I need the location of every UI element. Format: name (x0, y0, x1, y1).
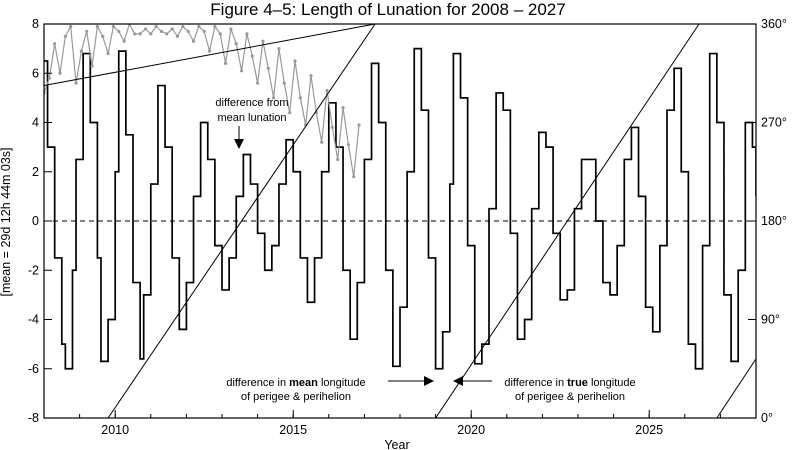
plot-content (44, 24, 756, 418)
true-longitude-point (181, 24, 185, 29)
annotation-mean-lunation-line2: mean lunation (217, 112, 286, 124)
series-mean-longitude-segment (107, 24, 376, 418)
true-longitude-point (74, 81, 78, 85)
true-longitude-point (223, 61, 228, 65)
y-tick-label: 4 (32, 116, 39, 130)
true-longitude-point (101, 34, 105, 38)
true-longitude-point (186, 29, 190, 33)
true-longitude-point (277, 47, 281, 51)
true-longitude-point (320, 140, 324, 144)
true-longitude-point (325, 88, 329, 93)
y-tick-label: 6 (32, 66, 39, 80)
x-tick-label: 2020 (457, 423, 485, 437)
true-longitude-point (357, 123, 361, 127)
true-longitude-point (122, 39, 126, 43)
y2-tick-label: 180° (761, 214, 787, 228)
true-longitude-point (175, 34, 180, 38)
true-longitude-point (336, 157, 340, 162)
true-longitude-point (266, 66, 270, 70)
true-longitude-point (106, 51, 110, 56)
true-longitude-point (191, 39, 196, 43)
annotation-true-longitude-line2: of perigee & perihelion (515, 391, 625, 403)
true-longitude-point (245, 32, 249, 36)
true-longitude-point (58, 71, 62, 75)
true-longitude-point (229, 27, 233, 31)
true-longitude-point (341, 106, 345, 110)
y-axis-ticks: -8 -6 -4 -2 0 2 4 6 8 (28, 17, 52, 425)
series-mean-longitude-segment (435, 24, 700, 418)
true-longitude-point (111, 24, 116, 29)
true-longitude-point (261, 39, 265, 43)
true-longitude-point (272, 96, 276, 100)
true-longitude-point (250, 54, 254, 58)
true-longitude-point (79, 49, 83, 53)
true-longitude-point (90, 64, 94, 68)
annotation-mean-longitude-line1: difference in mean longitude (226, 377, 365, 389)
true-longitude-point (288, 111, 292, 115)
true-longitude-point (165, 32, 169, 36)
true-longitude-point (256, 81, 260, 85)
y-axis-label: [mean = 29d 12h 44m 03s] (0, 147, 13, 296)
annotation-true-longitude-line1: difference in true longitude (504, 377, 635, 389)
y-tick-label: 0 (32, 214, 39, 228)
true-longitude-point (85, 29, 89, 33)
y2-tick-label: 0° (761, 411, 773, 425)
y-tick-label: -2 (28, 263, 39, 277)
y2-tick-label: 90° (761, 313, 780, 327)
y-tick-label: -6 (28, 362, 39, 376)
series-mean-longitude-segment (716, 358, 756, 418)
true-longitude-point (47, 76, 51, 80)
true-longitude-point (133, 32, 137, 36)
true-longitude-point (170, 27, 174, 31)
true-longitude-point (346, 143, 350, 147)
series-mean-longitude (44, 24, 376, 87)
y-tick-label: -8 (28, 411, 39, 425)
true-longitude-point (143, 27, 148, 31)
series-true-longitude (44, 24, 360, 177)
annotation-arrow-head (234, 139, 244, 149)
true-longitude-point (69, 24, 73, 29)
true-longitude-point (239, 69, 244, 73)
true-longitude-point (138, 32, 142, 36)
y2-tick-label: 270° (761, 116, 787, 130)
x-tick-label: 2025 (635, 423, 663, 437)
true-longitude-point (298, 96, 302, 100)
true-longitude-point (309, 74, 313, 78)
true-longitude-point (218, 32, 222, 36)
y-tick-label: 2 (32, 165, 39, 179)
x-axis-ticks: 2010 2015 2020 2025 (43, 410, 757, 437)
plot-area (43, 23, 757, 419)
chart-title: Figure 4–5: Length of Lunation for 2008 … (210, 0, 565, 19)
true-longitude-point (207, 49, 212, 53)
true-longitude-point (117, 29, 121, 33)
annotation-mean-longitude-line2: of perigee & perihelion (241, 391, 351, 403)
true-longitude-point (159, 29, 164, 33)
true-longitude-arrow-head (453, 376, 463, 386)
mean-longitude-arrow-head (424, 376, 434, 386)
true-longitude-point (234, 42, 238, 46)
annotations: difference from mean lunation difference… (215, 97, 635, 403)
true-longitude-point (154, 24, 158, 29)
true-longitude-point (282, 81, 286, 85)
y-tick-label: 8 (32, 17, 39, 31)
true-longitude-point (293, 59, 297, 63)
annotation-mean-lunation-line1: difference from (215, 97, 288, 109)
y2-tick-label: 360° (761, 17, 787, 31)
true-longitude-point (63, 34, 67, 38)
true-longitude-point (213, 24, 217, 29)
series-lunation-length (44, 47, 756, 370)
x-tick-label: 2015 (279, 423, 307, 437)
true-longitude-point (53, 42, 57, 46)
y-tick-label: -4 (28, 313, 39, 327)
true-longitude-point (330, 125, 334, 130)
true-longitude-point (352, 175, 356, 179)
true-longitude-point (95, 24, 99, 29)
true-longitude-point (202, 29, 206, 33)
y2-axis-ticks: 0° 90° 180° 270° 360° (748, 17, 787, 425)
x-tick-label: 2010 (101, 423, 129, 437)
true-longitude-point (149, 32, 153, 36)
x-axis-label: Year (384, 438, 409, 450)
true-longitude-point (197, 24, 201, 29)
